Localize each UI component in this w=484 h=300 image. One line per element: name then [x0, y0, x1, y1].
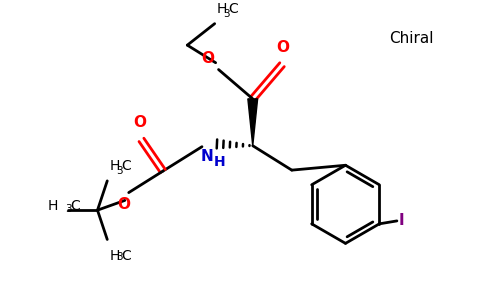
Text: H: H	[217, 2, 227, 16]
Text: O: O	[118, 197, 131, 212]
Text: N: N	[200, 149, 213, 164]
Text: H: H	[213, 155, 226, 170]
Text: 3: 3	[65, 204, 72, 214]
Text: O: O	[202, 51, 215, 66]
Text: O: O	[276, 40, 289, 55]
Text: 3: 3	[116, 252, 122, 262]
Text: C: C	[70, 199, 80, 213]
Text: H: H	[109, 249, 120, 263]
Text: C: C	[121, 249, 131, 263]
Polygon shape	[248, 99, 257, 146]
Text: C: C	[228, 2, 238, 16]
Text: 3: 3	[116, 166, 122, 176]
Text: C: C	[121, 159, 131, 173]
Text: O: O	[133, 115, 146, 130]
Text: H: H	[48, 199, 59, 213]
Text: H: H	[109, 159, 120, 173]
Text: 3: 3	[224, 9, 230, 19]
Text: Chiral: Chiral	[389, 31, 433, 46]
Text: I: I	[399, 213, 405, 228]
